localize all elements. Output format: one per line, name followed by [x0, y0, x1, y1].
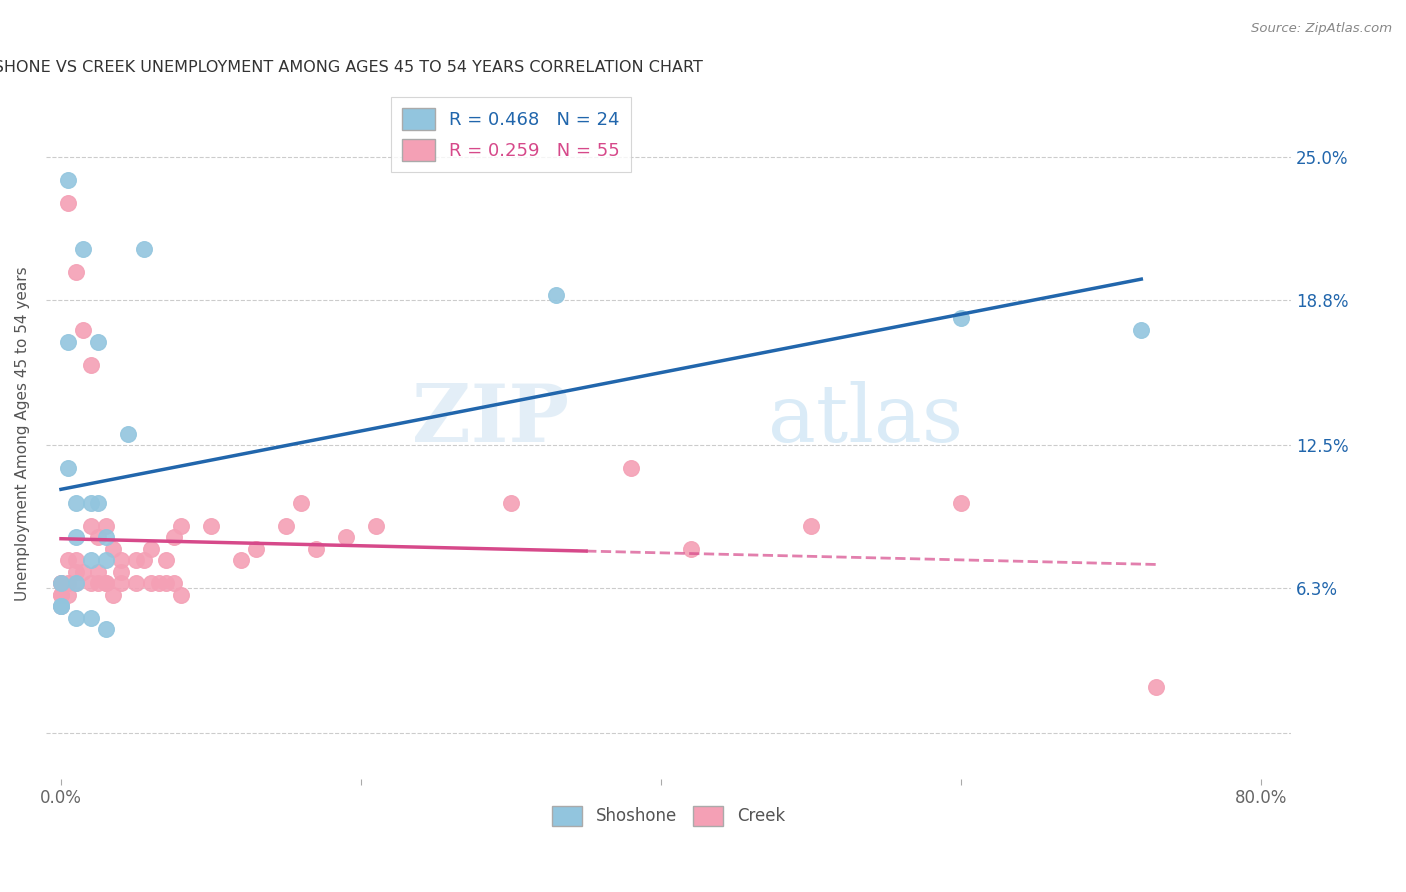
- Point: [125, 553, 148, 567]
- Point: [274, 518, 297, 533]
- Point: [87, 565, 110, 579]
- Point: [87, 576, 110, 591]
- Point: [80, 358, 103, 372]
- Point: [170, 518, 193, 533]
- Point: [800, 518, 823, 533]
- Point: [305, 541, 328, 556]
- Point: [200, 518, 222, 533]
- Point: [94, 576, 117, 591]
- Point: [110, 553, 132, 567]
- Point: [80, 576, 103, 591]
- Point: [65, 496, 87, 510]
- Point: [139, 541, 162, 556]
- Point: [132, 553, 155, 567]
- Point: [170, 588, 193, 602]
- Point: [110, 565, 132, 579]
- Point: [80, 611, 103, 625]
- Point: [94, 622, 117, 636]
- Point: [620, 461, 643, 475]
- Point: [58, 196, 80, 211]
- Point: [103, 588, 125, 602]
- Point: [87, 334, 110, 349]
- Point: [80, 518, 103, 533]
- Point: [229, 553, 252, 567]
- Y-axis label: Unemployment Among Ages 45 to 54 years: Unemployment Among Ages 45 to 54 years: [15, 267, 30, 601]
- Point: [155, 553, 177, 567]
- Point: [117, 426, 139, 441]
- Point: [132, 243, 155, 257]
- Point: [58, 334, 80, 349]
- Point: [546, 288, 568, 302]
- Text: atlas: atlas: [768, 381, 963, 458]
- Legend: Shoshone, Creek: Shoshone, Creek: [546, 799, 792, 833]
- Text: SHOSHONE VS CREEK UNEMPLOYMENT AMONG AGES 45 TO 54 YEARS CORRELATION CHART: SHOSHONE VS CREEK UNEMPLOYMENT AMONG AGE…: [0, 60, 703, 75]
- Point: [94, 553, 117, 567]
- Point: [49, 588, 72, 602]
- Point: [72, 243, 94, 257]
- Point: [58, 588, 80, 602]
- Point: [364, 518, 387, 533]
- Point: [58, 553, 80, 567]
- Point: [58, 461, 80, 475]
- Point: [139, 576, 162, 591]
- Point: [245, 541, 267, 556]
- Point: [155, 576, 177, 591]
- Point: [49, 599, 72, 614]
- Point: [65, 553, 87, 567]
- Point: [94, 576, 117, 591]
- Point: [80, 553, 103, 567]
- Point: [148, 576, 170, 591]
- Point: [335, 530, 357, 544]
- Point: [49, 599, 72, 614]
- Point: [950, 311, 973, 326]
- Point: [94, 518, 117, 533]
- Point: [103, 541, 125, 556]
- Point: [65, 265, 87, 279]
- Point: [501, 496, 523, 510]
- Point: [80, 496, 103, 510]
- Point: [681, 541, 703, 556]
- Point: [49, 588, 72, 602]
- Point: [950, 496, 973, 510]
- Point: [162, 530, 184, 544]
- Point: [58, 173, 80, 187]
- Point: [65, 576, 87, 591]
- Point: [110, 576, 132, 591]
- Point: [290, 496, 312, 510]
- Point: [125, 576, 148, 591]
- Point: [72, 323, 94, 337]
- Point: [1144, 680, 1167, 694]
- Point: [162, 576, 184, 591]
- Point: [65, 530, 87, 544]
- Point: [65, 611, 87, 625]
- Point: [49, 576, 72, 591]
- Point: [1130, 323, 1153, 337]
- Point: [87, 530, 110, 544]
- Point: [49, 576, 72, 591]
- Text: Source: ZipAtlas.com: Source: ZipAtlas.com: [1251, 22, 1392, 36]
- Point: [49, 599, 72, 614]
- Text: ZIP: ZIP: [412, 381, 569, 458]
- Point: [65, 565, 87, 579]
- Point: [87, 496, 110, 510]
- Point: [58, 576, 80, 591]
- Point: [49, 576, 72, 591]
- Point: [65, 576, 87, 591]
- Point: [94, 530, 117, 544]
- Point: [72, 565, 94, 579]
